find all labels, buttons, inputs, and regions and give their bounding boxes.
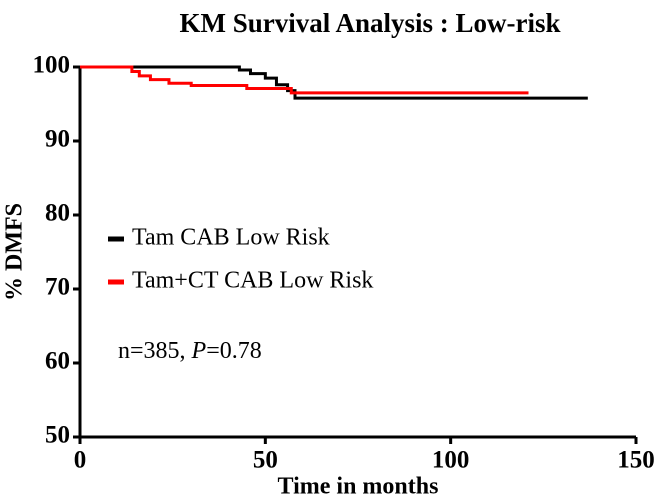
x-tick-label: 50 — [253, 447, 278, 474]
annotation-part: =0.78 — [206, 338, 262, 364]
x-tick-label: 0 — [74, 447, 87, 474]
legend-label: Tam+CT CAB Low Risk — [132, 268, 373, 294]
y-tick-label: 50 — [45, 422, 70, 449]
chart-title: KM Survival Analysis : Low-risk — [179, 8, 560, 38]
y-tick-label: 60 — [45, 348, 70, 375]
y-tick-label: 100 — [33, 52, 71, 79]
x-axis-label: Time in months — [278, 474, 439, 500]
y-tick-label: 80 — [45, 200, 70, 227]
x-tick-label: 100 — [432, 447, 470, 474]
km-curve — [80, 65, 529, 95]
annotation: n=385, P=0.78 — [118, 338, 262, 364]
y-tick-label: 90 — [45, 126, 70, 153]
annotation-part: P — [191, 338, 207, 364]
annotation-part: n=385, — [118, 338, 192, 364]
y-axis-label: % DMFS — [2, 203, 28, 301]
y-tick-label: 70 — [45, 274, 70, 301]
km-curve — [80, 65, 588, 100]
x-tick-label: 150 — [617, 447, 655, 474]
legend-label: Tam CAB Low Risk — [132, 225, 330, 251]
